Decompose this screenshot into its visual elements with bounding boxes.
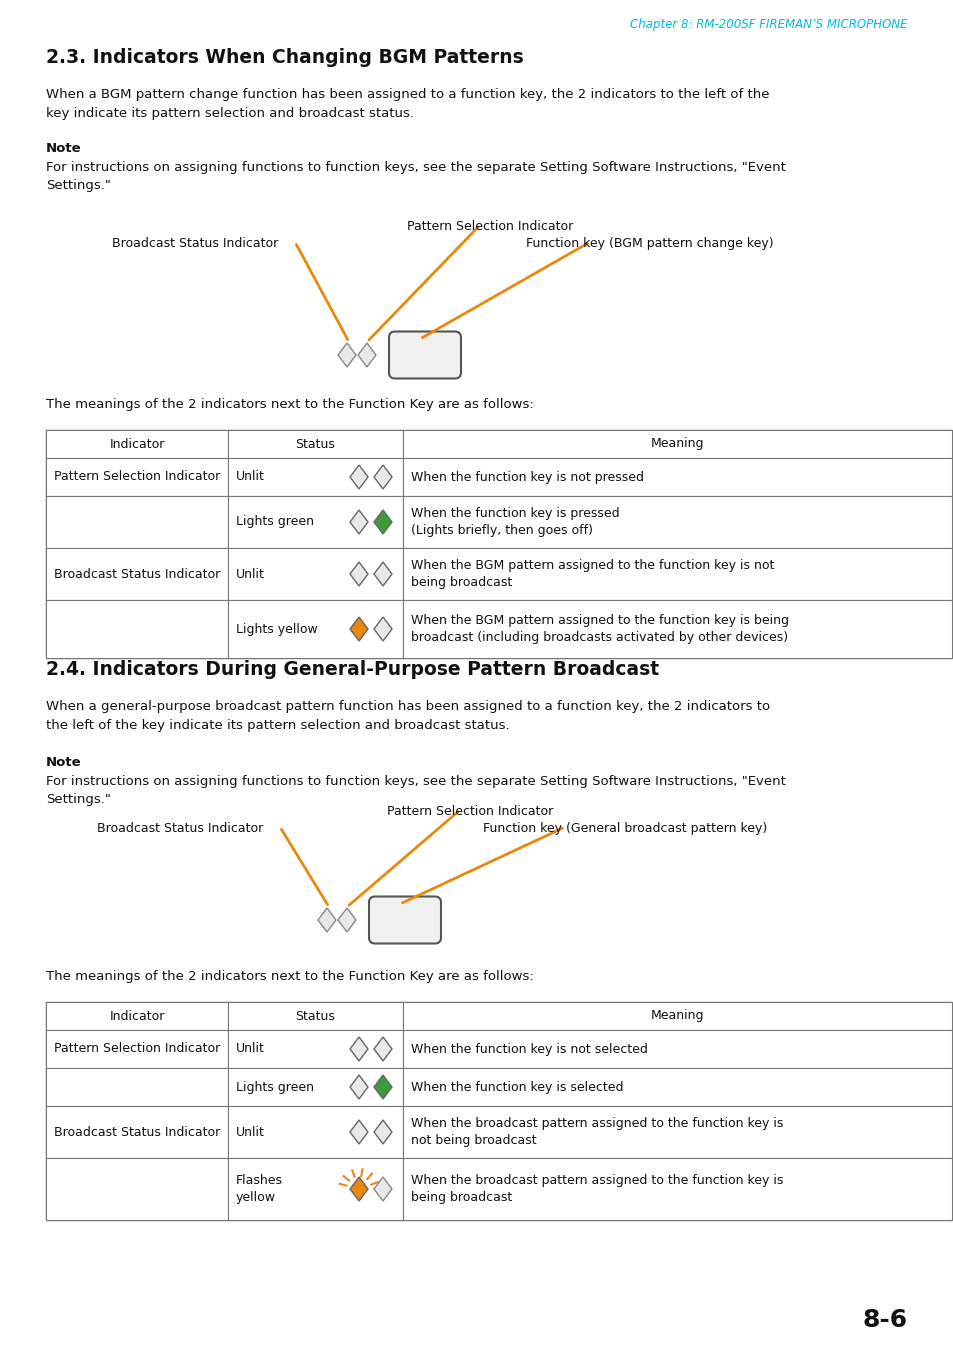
Bar — [228, 1069, 402, 1106]
Text: When a BGM pattern change function has been assigned to a function key, the 2 in: When a BGM pattern change function has b… — [46, 88, 769, 119]
Bar — [402, 458, 951, 496]
Text: Status: Status — [295, 1009, 335, 1023]
Bar — [46, 458, 228, 496]
Bar — [46, 1029, 228, 1069]
Text: Lights green: Lights green — [235, 1081, 314, 1093]
Text: Meaning: Meaning — [650, 438, 703, 450]
Text: Flashes
yellow: Flashes yellow — [235, 1174, 283, 1204]
Bar — [46, 549, 228, 600]
Polygon shape — [350, 1075, 368, 1098]
FancyBboxPatch shape — [389, 331, 460, 378]
Bar — [46, 430, 951, 658]
Text: Unlit: Unlit — [235, 1043, 265, 1055]
Polygon shape — [374, 562, 392, 586]
Bar — [228, 549, 402, 600]
Bar — [46, 600, 228, 658]
Text: Pattern Selection Indicator: Pattern Selection Indicator — [387, 805, 553, 817]
Bar — [402, 430, 951, 458]
Bar — [228, 1106, 402, 1158]
Text: Pattern Selection Indicator: Pattern Selection Indicator — [54, 1043, 220, 1055]
Bar — [402, 600, 951, 658]
Bar — [402, 1029, 951, 1069]
Bar — [402, 549, 951, 600]
Bar — [228, 1029, 402, 1069]
Text: Pattern Selection Indicator: Pattern Selection Indicator — [406, 220, 573, 232]
Polygon shape — [350, 1038, 368, 1061]
Bar — [402, 1002, 951, 1029]
Polygon shape — [350, 465, 368, 489]
Polygon shape — [350, 562, 368, 586]
Text: 2.4. Indicators During General-Purpose Pattern Broadcast: 2.4. Indicators During General-Purpose P… — [46, 661, 659, 680]
Bar — [228, 430, 402, 458]
Polygon shape — [357, 343, 375, 367]
Text: For instructions on assigning functions to function keys, see the separate Setti: For instructions on assigning functions … — [46, 161, 785, 192]
Polygon shape — [374, 1075, 392, 1098]
Text: When a general-purpose broadcast pattern function has been assigned to a functio: When a general-purpose broadcast pattern… — [46, 700, 769, 731]
Polygon shape — [374, 465, 392, 489]
Polygon shape — [374, 617, 392, 640]
Polygon shape — [374, 1038, 392, 1061]
Bar — [402, 1158, 951, 1220]
Bar — [46, 1158, 228, 1220]
Polygon shape — [374, 1120, 392, 1144]
Text: When the function key is selected: When the function key is selected — [411, 1081, 623, 1093]
Bar — [228, 600, 402, 658]
Polygon shape — [337, 908, 355, 932]
Bar — [402, 1106, 951, 1158]
Polygon shape — [374, 1177, 392, 1201]
Bar — [228, 496, 402, 549]
Text: 2.3. Indicators When Changing BGM Patterns: 2.3. Indicators When Changing BGM Patter… — [46, 49, 523, 68]
Bar — [46, 430, 228, 458]
Text: Lights green: Lights green — [235, 516, 314, 528]
Text: Meaning: Meaning — [650, 1009, 703, 1023]
Polygon shape — [350, 1177, 368, 1201]
Text: When the broadcast pattern assigned to the function key is
being broadcast: When the broadcast pattern assigned to t… — [411, 1174, 782, 1204]
Text: Indicator: Indicator — [110, 1009, 165, 1023]
Bar — [402, 1069, 951, 1106]
Polygon shape — [350, 1120, 368, 1144]
Text: The meanings of the 2 indicators next to the Function Key are as follows:: The meanings of the 2 indicators next to… — [46, 399, 533, 411]
Text: Unlit: Unlit — [235, 470, 265, 484]
Bar — [46, 1002, 951, 1220]
Text: When the function key is not pressed: When the function key is not pressed — [411, 470, 643, 484]
Polygon shape — [374, 509, 392, 534]
Polygon shape — [350, 509, 368, 534]
Text: When the BGM pattern assigned to the function key is not
being broadcast: When the BGM pattern assigned to the fun… — [411, 559, 774, 589]
Text: 8-6: 8-6 — [862, 1308, 907, 1332]
Text: When the broadcast pattern assigned to the function key is
not being broadcast: When the broadcast pattern assigned to t… — [411, 1117, 782, 1147]
Text: Pattern Selection Indicator: Pattern Selection Indicator — [54, 470, 220, 484]
Text: Unlit: Unlit — [235, 1125, 265, 1139]
Bar — [46, 1069, 228, 1106]
Text: When the function key is pressed
(Lights briefly, then goes off): When the function key is pressed (Lights… — [411, 507, 619, 536]
Bar — [228, 1158, 402, 1220]
FancyBboxPatch shape — [369, 897, 440, 943]
Bar — [46, 496, 228, 549]
Text: When the BGM pattern assigned to the function key is being
broadcast (including : When the BGM pattern assigned to the fun… — [411, 613, 788, 644]
Text: Broadcast Status Indicator: Broadcast Status Indicator — [97, 821, 263, 835]
Bar — [46, 1002, 228, 1029]
Text: Broadcast Status Indicator: Broadcast Status Indicator — [54, 1125, 220, 1139]
Bar — [46, 1106, 228, 1158]
Text: The meanings of the 2 indicators next to the Function Key are as follows:: The meanings of the 2 indicators next to… — [46, 970, 533, 984]
Text: Chapter 8: RM-200SF FIREMAN’S MICROPHONE: Chapter 8: RM-200SF FIREMAN’S MICROPHONE — [630, 18, 907, 31]
Polygon shape — [350, 617, 368, 640]
Text: Note: Note — [46, 757, 82, 769]
Text: Broadcast Status Indicator: Broadcast Status Indicator — [112, 236, 278, 250]
Text: Lights yellow: Lights yellow — [235, 623, 317, 635]
Polygon shape — [317, 908, 335, 932]
Text: Function key (BGM pattern change key): Function key (BGM pattern change key) — [526, 236, 773, 250]
Text: Indicator: Indicator — [110, 438, 165, 450]
Text: When the function key is not selected: When the function key is not selected — [411, 1043, 647, 1055]
Bar — [228, 458, 402, 496]
Text: Status: Status — [295, 438, 335, 450]
Polygon shape — [337, 343, 355, 367]
Text: Function key (General broadcast pattern key): Function key (General broadcast pattern … — [482, 821, 766, 835]
Text: Unlit: Unlit — [235, 567, 265, 581]
Text: Broadcast Status Indicator: Broadcast Status Indicator — [54, 567, 220, 581]
Bar — [228, 1002, 402, 1029]
Bar — [402, 496, 951, 549]
Text: Note: Note — [46, 142, 82, 155]
Text: For instructions on assigning functions to function keys, see the separate Setti: For instructions on assigning functions … — [46, 775, 785, 807]
